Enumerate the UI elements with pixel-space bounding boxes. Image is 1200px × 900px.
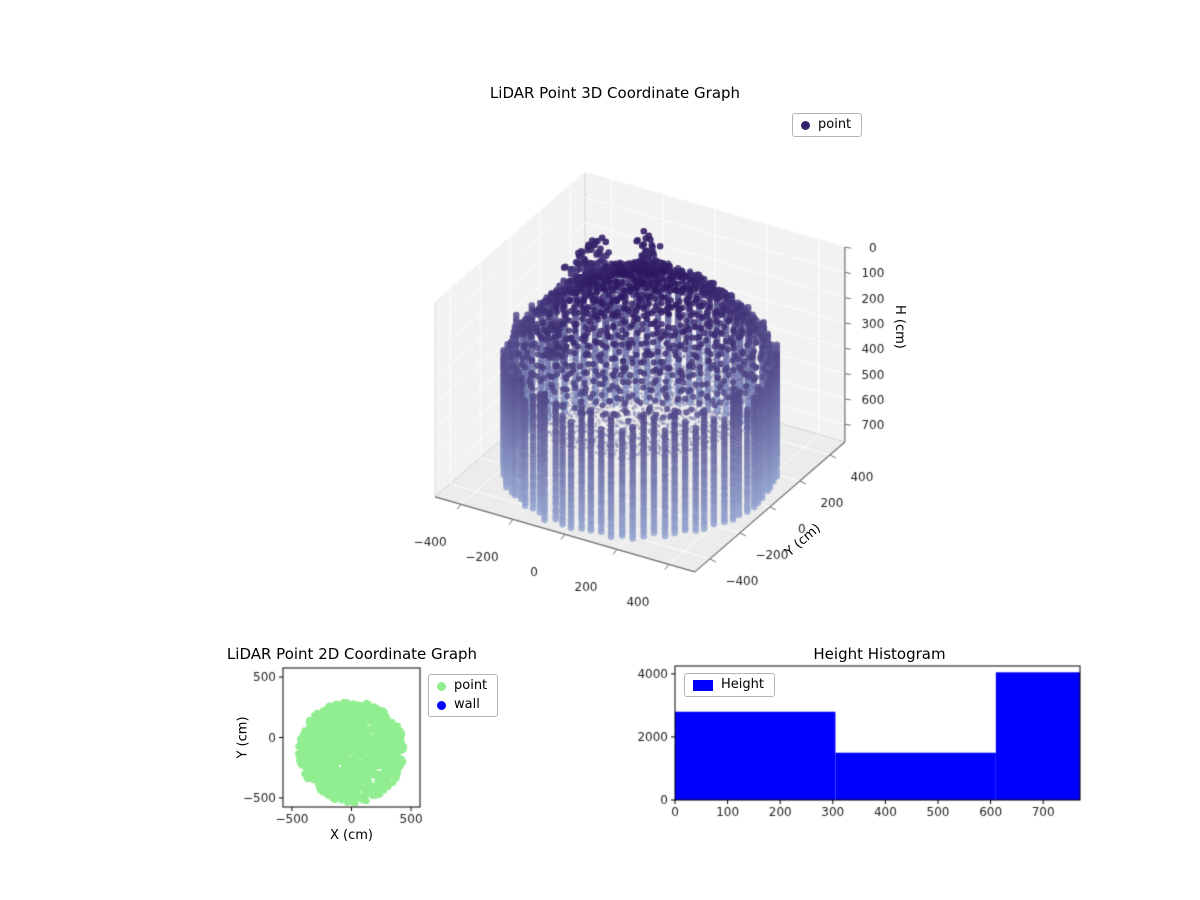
plot3d-h-axis-label: H (cm) <box>892 305 907 349</box>
legend-item: point <box>801 118 851 132</box>
legend-label: point <box>454 678 488 693</box>
plot2d-x-axis-label: X (cm) <box>330 828 373 843</box>
plot2d-legend: point wall <box>428 674 499 717</box>
height-swatch-icon <box>693 679 713 691</box>
point-marker-icon <box>801 120 810 130</box>
legend-label: Height <box>721 677 764 692</box>
legend-item: Height <box>693 678 764 692</box>
histogram-legend: Height <box>684 673 775 697</box>
plot2d-y-axis-label: Y (cm) <box>235 716 251 759</box>
plot3d-legend: point <box>792 113 863 137</box>
legend-item: wall <box>437 698 487 712</box>
plot3d-title: LiDAR Point 3D Coordinate Graph <box>489 84 741 102</box>
wall-marker-icon <box>437 700 446 710</box>
histogram-title: Height Histogram <box>813 645 946 663</box>
legend-item: point <box>437 679 487 693</box>
legend-label: point <box>818 117 852 132</box>
legend-label: wall <box>454 697 480 712</box>
point-marker-icon <box>437 681 446 691</box>
plot2d-title: LiDAR Point 2D Coordinate Graph <box>226 645 478 663</box>
